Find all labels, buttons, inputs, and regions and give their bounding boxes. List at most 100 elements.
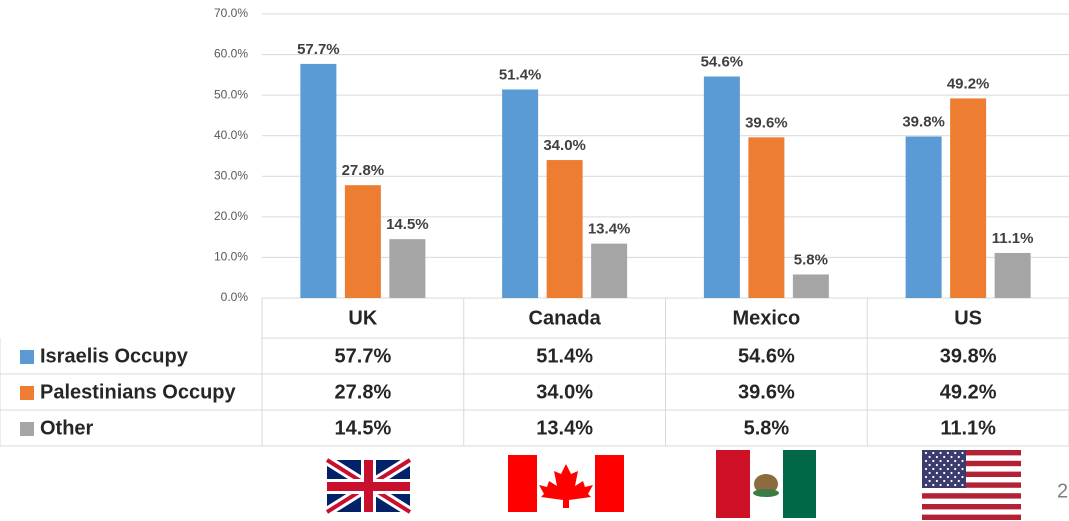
data-label: 57.7% bbox=[297, 41, 340, 58]
star bbox=[924, 475, 928, 479]
star bbox=[961, 459, 964, 463]
bar bbox=[994, 252, 1031, 298]
star bbox=[935, 455, 939, 459]
x-tick-label: US bbox=[954, 307, 982, 329]
bar bbox=[905, 136, 942, 298]
data-label: 5.8% bbox=[794, 251, 828, 268]
star bbox=[928, 471, 931, 475]
y-tick-label: 60.0% bbox=[214, 47, 248, 61]
star bbox=[950, 471, 953, 475]
legend-label: Palestinians Occupy bbox=[40, 381, 237, 403]
table-cell: 13.4% bbox=[536, 417, 593, 439]
bar bbox=[792, 274, 829, 298]
star bbox=[932, 483, 935, 487]
y-tick-label: 70.0% bbox=[214, 6, 248, 20]
x-tick-label: Canada bbox=[529, 307, 602, 329]
table-cell: 51.4% bbox=[536, 345, 593, 367]
star bbox=[957, 455, 960, 459]
star bbox=[928, 463, 931, 467]
table-cell: 27.8% bbox=[335, 381, 392, 403]
star bbox=[924, 467, 928, 471]
star bbox=[946, 451, 950, 455]
star bbox=[924, 451, 928, 455]
x-tick-label: Mexico bbox=[732, 307, 800, 329]
table-cell: 54.6% bbox=[738, 345, 795, 367]
star bbox=[928, 479, 931, 483]
legend-label: Israelis Occupy bbox=[40, 345, 189, 367]
table-cell: 57.7% bbox=[335, 345, 392, 367]
star bbox=[932, 459, 935, 463]
data-label: 51.4% bbox=[499, 66, 542, 83]
star bbox=[961, 475, 964, 479]
data-label: 54.6% bbox=[701, 53, 744, 70]
x-tick-label: UK bbox=[348, 307, 377, 329]
star bbox=[946, 483, 950, 487]
star bbox=[954, 467, 957, 471]
table-cell: 39.6% bbox=[738, 381, 795, 403]
y-tick-label: 10.0% bbox=[214, 250, 248, 264]
star bbox=[939, 475, 942, 479]
star bbox=[932, 475, 935, 479]
star bbox=[954, 483, 957, 487]
data-label: 39.6% bbox=[745, 114, 788, 131]
table-cell: 39.8% bbox=[940, 345, 997, 367]
star bbox=[954, 459, 957, 463]
flag-mexico bbox=[716, 450, 816, 518]
flag-us bbox=[922, 450, 1021, 520]
bar bbox=[703, 76, 740, 298]
star bbox=[935, 479, 939, 483]
data-label: 13.4% bbox=[588, 221, 631, 238]
table-cell: 34.0% bbox=[536, 381, 593, 403]
y-tick-label: 0.0% bbox=[221, 290, 249, 304]
star bbox=[950, 455, 953, 459]
star bbox=[961, 467, 964, 471]
y-tick-label: 50.0% bbox=[214, 87, 248, 101]
legend-key bbox=[20, 422, 34, 436]
y-tick-label: 20.0% bbox=[214, 209, 248, 223]
bar bbox=[344, 185, 381, 298]
bar bbox=[300, 63, 337, 298]
bar bbox=[748, 137, 785, 298]
table-cell: 49.2% bbox=[940, 381, 997, 403]
star bbox=[939, 459, 942, 463]
star bbox=[943, 471, 946, 475]
legend-label: Other bbox=[40, 417, 94, 439]
bar bbox=[546, 160, 583, 298]
star bbox=[950, 479, 953, 483]
star bbox=[935, 471, 939, 475]
star bbox=[928, 455, 931, 459]
star bbox=[943, 463, 946, 467]
data-label: 14.5% bbox=[386, 216, 429, 233]
star bbox=[946, 467, 950, 471]
star bbox=[924, 483, 928, 487]
flag-uk bbox=[324, 455, 413, 517]
table-cell: 11.1% bbox=[940, 417, 996, 439]
star bbox=[957, 479, 960, 483]
star bbox=[957, 471, 960, 475]
flag-canada bbox=[508, 455, 624, 512]
bar bbox=[389, 239, 426, 298]
star bbox=[946, 475, 950, 479]
star bbox=[932, 451, 935, 455]
data-label: 49.2% bbox=[947, 75, 990, 92]
star bbox=[957, 463, 960, 467]
data-label: 39.8% bbox=[902, 113, 945, 130]
star bbox=[954, 475, 957, 479]
legend-key bbox=[20, 386, 34, 400]
star bbox=[935, 463, 939, 467]
star bbox=[961, 483, 964, 487]
star bbox=[939, 483, 942, 487]
star bbox=[943, 479, 946, 483]
star bbox=[939, 467, 942, 471]
star bbox=[950, 463, 953, 467]
table-cell: 5.8% bbox=[744, 417, 790, 439]
bar bbox=[950, 98, 987, 298]
y-tick-label: 30.0% bbox=[214, 168, 248, 182]
star bbox=[954, 451, 957, 455]
y-tick-label: 40.0% bbox=[214, 128, 248, 142]
star bbox=[939, 451, 942, 455]
bar bbox=[591, 243, 628, 298]
star bbox=[943, 455, 946, 459]
star bbox=[924, 459, 928, 463]
data-label: 34.0% bbox=[543, 137, 586, 154]
